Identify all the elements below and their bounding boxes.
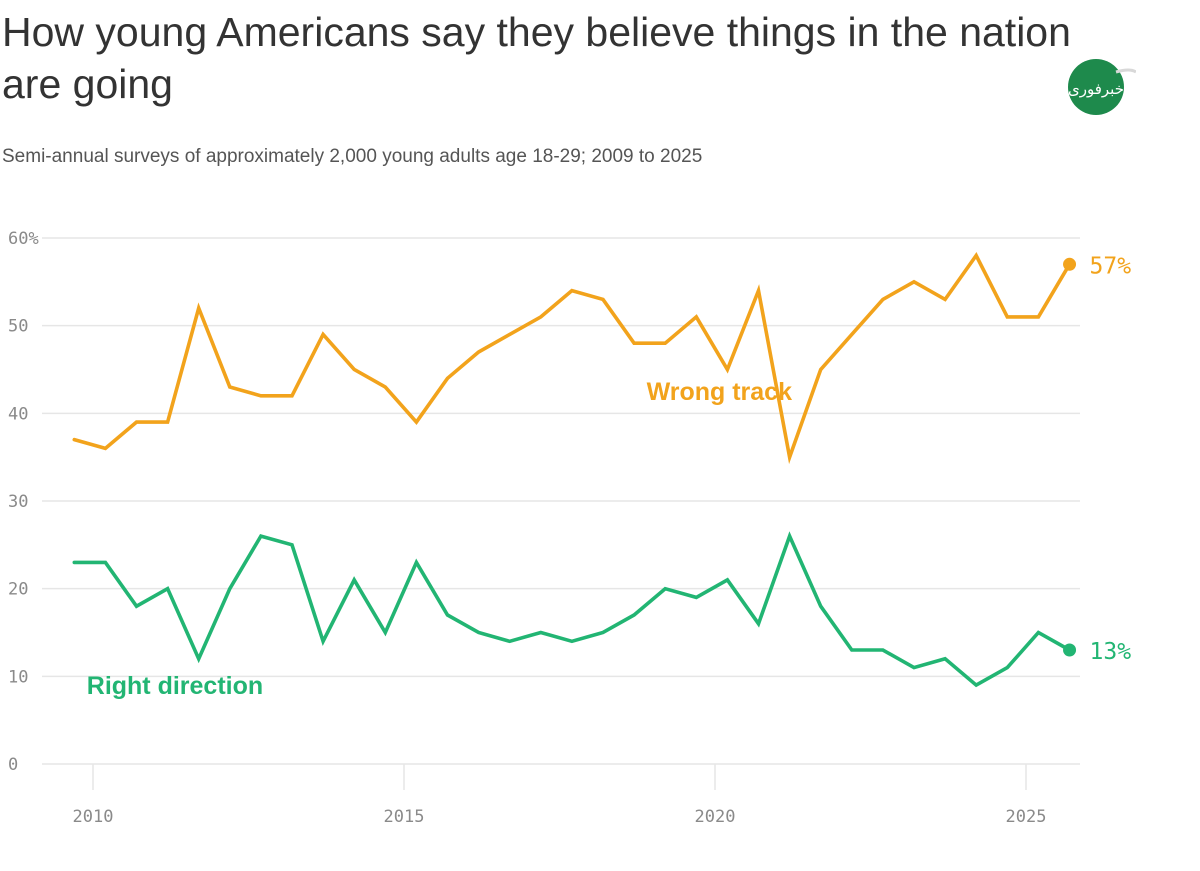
green-circle-logo-icon: خبرفوری [1068, 59, 1136, 115]
wrong-track-end-marker [1063, 257, 1077, 271]
wrong-track-series-label: Wrong track [647, 378, 792, 406]
x-tick-label: 2010 [73, 807, 114, 827]
x-tick-label: 2020 [695, 807, 736, 827]
x-tick-label: 2025 [1006, 807, 1047, 827]
right-direction-end-label: 13% [1090, 639, 1132, 665]
y-tick-label: 30 [8, 492, 28, 512]
y-tick-label: 20 [8, 580, 28, 600]
x-tick-label: 2015 [384, 807, 425, 827]
y-tick-label: 10 [8, 667, 28, 687]
y-tick-label: 60% [8, 229, 39, 249]
chart-subtitle: Semi-annual surveys of approximately 2,0… [2, 146, 703, 167]
y-tick-label: 50 [8, 317, 28, 337]
right-direction-series-label: Right direction [87, 672, 263, 700]
y-tick-label: 0 [8, 755, 18, 775]
right-direction-end-marker [1063, 643, 1077, 657]
logo-text: خبرفوری [1068, 80, 1124, 98]
right-direction-line [72, 531, 1072, 688]
chart-title: How young Americans say they believe thi… [2, 9, 1071, 107]
wrong-track-end-label: 57% [1090, 253, 1132, 279]
y-tick-label: 40 [8, 404, 28, 424]
wrong-track-line [72, 252, 1072, 465]
